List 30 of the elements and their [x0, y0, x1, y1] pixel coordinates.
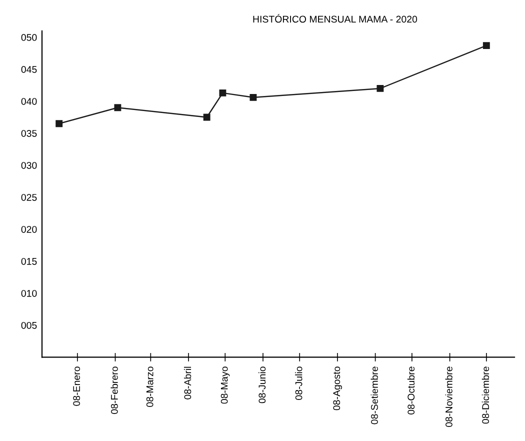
x-tick-label: 08-Julio [295, 366, 302, 400]
point [219, 89, 226, 96]
x-tick-label: 08-Mayo [220, 366, 230, 404]
x-tick-label: 08-Marzo [146, 366, 154, 407]
y-tick-label: 035 [21, 130, 37, 137]
y-tick-label: 005 [21, 322, 37, 329]
x-tick-label: 08-Noviembre [445, 366, 452, 427]
chart-title: HISTÓRICO MENSUAL MAMA - 2020 [253, 14, 418, 23]
point [114, 104, 122, 112]
y-tick-label: 040 [21, 98, 37, 105]
x-tick-label: 08-Enero [73, 366, 80, 406]
y-tick-label: 030 [21, 162, 37, 169]
y-tick-label: 020 [21, 226, 37, 233]
x-tick-label: 08-Abril [184, 366, 192, 400]
point [250, 94, 257, 101]
point [376, 84, 384, 92]
point [482, 42, 490, 50]
x-tick-label: 08-Diciembre [482, 366, 490, 424]
x-tick-label: 08-Octubre [407, 366, 415, 414]
y-tick-label: 010 [21, 290, 37, 297]
x-tick-label: 08-Febrero [110, 366, 118, 414]
x-tick-label: 08-Junio [258, 366, 266, 404]
y-tick-label: 015 [21, 258, 37, 265]
y-tick-label: 045 [21, 66, 37, 73]
point [203, 114, 210, 121]
y-tick-label: 050 [21, 34, 37, 41]
y-tick-label: 025 [21, 194, 37, 201]
x-tick-label: 08-Agosto [333, 366, 342, 410]
x-tick-label: 08-Setiembre [370, 366, 378, 424]
point [56, 120, 63, 128]
